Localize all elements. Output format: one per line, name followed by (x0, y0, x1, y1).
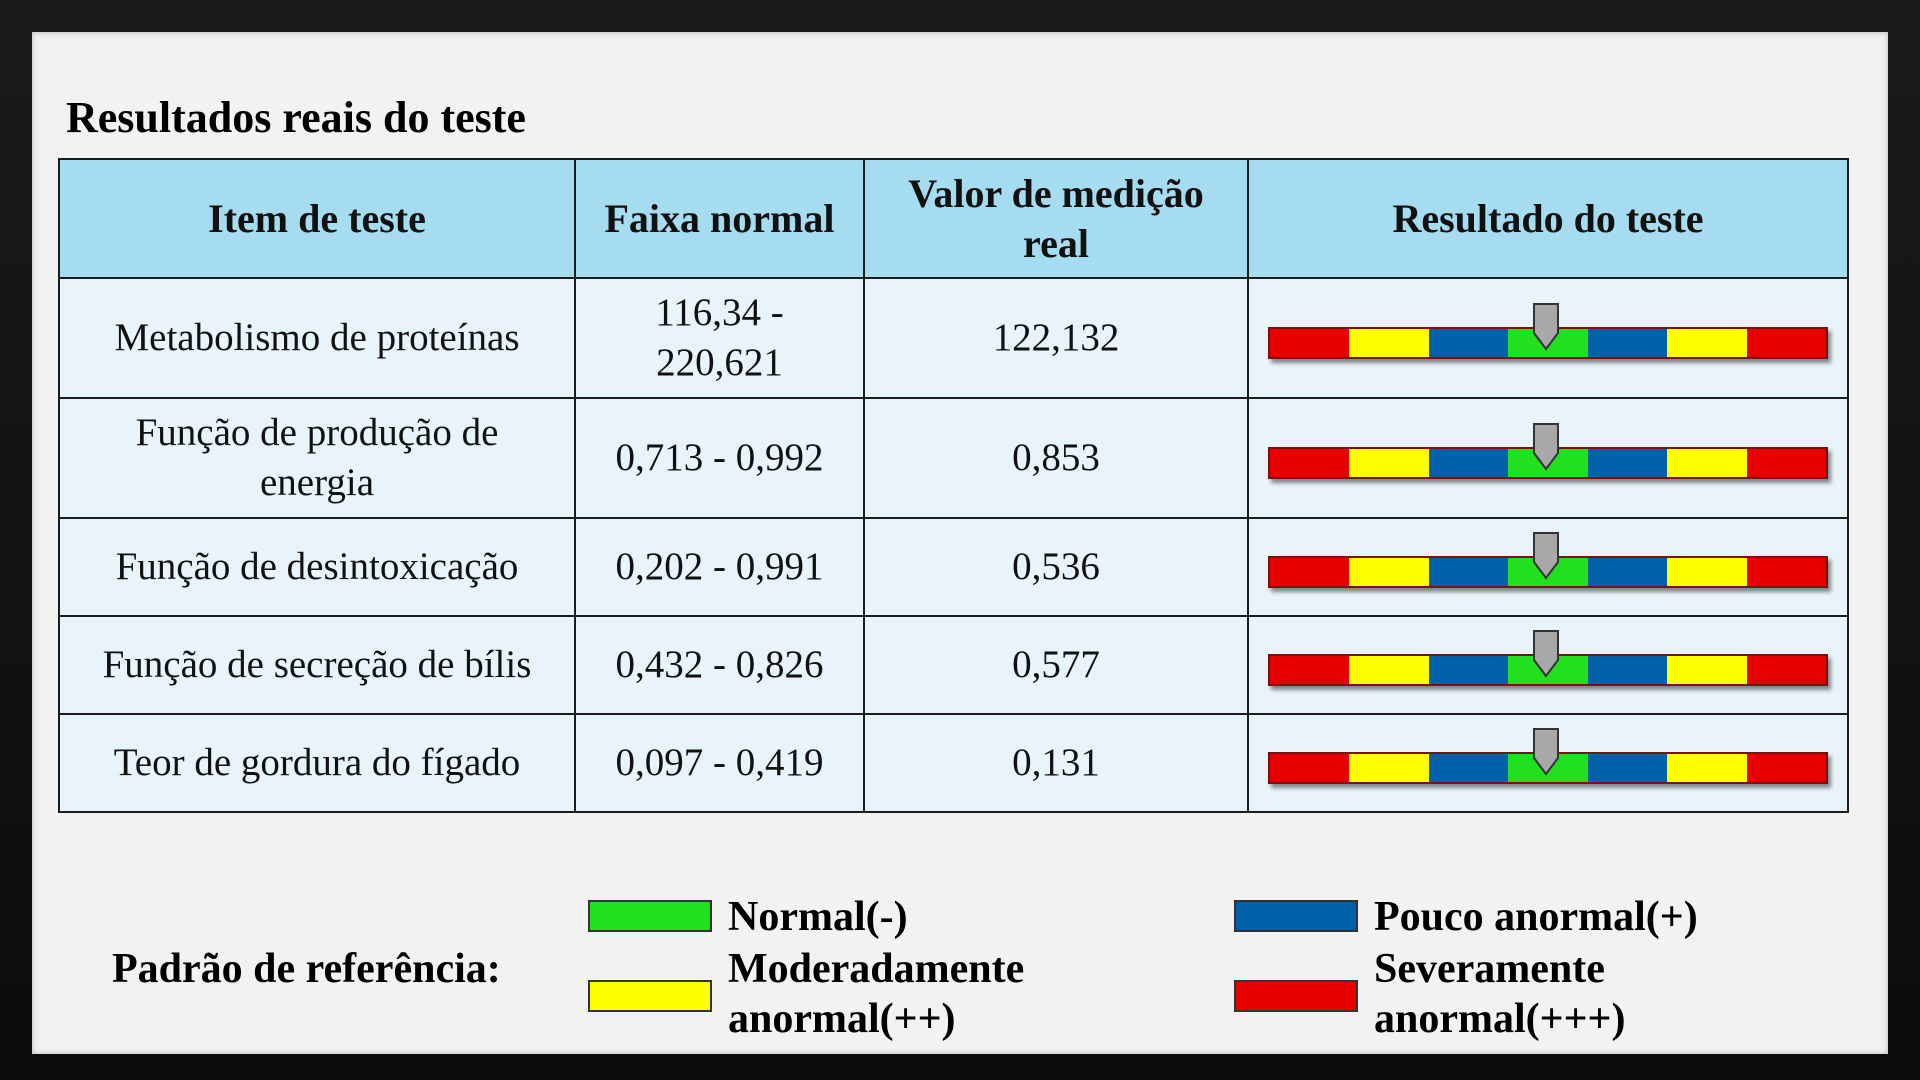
result-gauge (1268, 728, 1828, 798)
header-range: Faixa normal (574, 158, 865, 279)
gauge-segment-yellow (1349, 558, 1429, 586)
gauge-segment-red (1746, 558, 1826, 586)
range-text: 116,34 - 220,621 (655, 291, 784, 384)
item-cell: Função de produção de energia (58, 397, 576, 519)
value-cell: 0,536 (863, 517, 1249, 617)
range-cell: 0,432 - 0,826 (574, 615, 865, 715)
table-row: Função de desintoxicação 0,202 - 0,991 0… (58, 517, 1849, 617)
result-gauge (1268, 532, 1828, 602)
legend-swatch-yellow (588, 980, 712, 1012)
gauge-segment-blue (1587, 558, 1668, 586)
gauge-pointer-icon (1533, 630, 1559, 678)
table-row: Função de produção de energia 0,713 - 0,… (58, 397, 1849, 519)
legend-text: Pouco anormal(+) (1374, 894, 1698, 940)
legend-swatch-blue (1234, 900, 1358, 932)
gauge-segment-blue (1587, 449, 1668, 477)
gauge-segment-yellow (1349, 449, 1429, 477)
item-cell: Metabolismo de proteínas (58, 277, 576, 399)
result-cell (1247, 615, 1849, 715)
gauge-bar (1268, 752, 1828, 784)
gauge-segment-yellow (1349, 329, 1429, 357)
gauge-segment-blue (1428, 329, 1509, 357)
legend-item-slightly-abnormal: Pouco anormal(+) (1234, 892, 1698, 942)
legend-text: Severamente anormal(+++) (1374, 946, 1626, 1042)
header-result: Resultado do teste (1247, 158, 1849, 279)
legend-swatch-red (1234, 980, 1358, 1012)
item-text: Função de produção de energia (135, 411, 499, 504)
result-cell (1247, 713, 1849, 813)
result-cell (1247, 397, 1849, 519)
result-cell (1247, 277, 1849, 399)
range-cell: 0,202 - 0,991 (574, 517, 865, 617)
gauge-bar (1268, 447, 1828, 479)
header-value: Valor de medição real (863, 158, 1249, 279)
gauge-segment-red (1270, 754, 1350, 782)
gauge-segment-red (1270, 449, 1350, 477)
gauge-pointer-icon (1533, 303, 1559, 351)
legend-text: Normal(-) (728, 894, 908, 940)
result-gauge (1268, 423, 1828, 493)
gauge-segment-blue (1587, 656, 1668, 684)
gauge-segment-yellow (1349, 754, 1429, 782)
page-title: Resultados reais do teste (66, 93, 526, 142)
gauge-segment-blue (1428, 558, 1509, 586)
result-cell (1247, 517, 1849, 617)
results-table: Item de teste Faixa normal Valor de medi… (58, 158, 1849, 813)
result-gauge (1268, 630, 1828, 700)
gauge-segment-red (1746, 656, 1826, 684)
legend-text: Moderadamente anormal(++) (728, 946, 1025, 1042)
header-item: Item de teste (58, 158, 576, 279)
table-header-row: Item de teste Faixa normal Valor de medi… (58, 158, 1849, 279)
legend-item-normal: Normal(-) (588, 892, 908, 942)
gauge-segment-blue (1428, 656, 1509, 684)
item-cell: Função de secreção de bílis (58, 615, 576, 715)
value-cell: 0,131 (863, 713, 1249, 813)
value-cell: 0,853 (863, 397, 1249, 519)
header-value-text: Valor de medição real (908, 170, 1204, 266)
gauge-pointer-icon (1533, 728, 1559, 776)
table-row: Função de secreção de bílis 0,432 - 0,82… (58, 615, 1849, 715)
gauge-segment-red (1270, 329, 1350, 357)
gauge-segment-red (1270, 656, 1350, 684)
table-row: Teor de gordura do fígado 0,097 - 0,419 … (58, 713, 1849, 813)
range-cell: 116,34 - 220,621 (574, 277, 865, 399)
gauge-segment-blue (1428, 449, 1509, 477)
legend-swatch-green (588, 900, 712, 932)
gauge-bar (1268, 327, 1828, 359)
gauge-segment-yellow (1667, 754, 1747, 782)
gauge-segment-yellow (1667, 449, 1747, 477)
range-cell: 0,097 - 0,419 (574, 713, 865, 813)
gauge-segment-blue (1587, 329, 1668, 357)
gauge-pointer-icon (1533, 423, 1559, 471)
value-cell: 0,577 (863, 615, 1249, 715)
gauge-segment-yellow (1349, 656, 1429, 684)
gauge-segment-yellow (1667, 329, 1747, 357)
value-cell: 122,132 (863, 277, 1249, 399)
result-gauge (1268, 303, 1828, 373)
range-cell: 0,713 - 0,992 (574, 397, 865, 519)
gauge-segment-blue (1428, 754, 1509, 782)
item-cell: Teor de gordura do fígado (58, 713, 576, 813)
gauge-segment-red (1746, 329, 1826, 357)
gauge-segment-red (1746, 449, 1826, 477)
gauge-segment-blue (1587, 754, 1668, 782)
legend-label: Padrão de referência: (112, 946, 501, 992)
gauge-segment-yellow (1667, 656, 1747, 684)
item-cell: Função de desintoxicação (58, 517, 576, 617)
gauge-segment-red (1270, 558, 1350, 586)
legend-item-severely-abnormal: Severamente anormal(+++) (1234, 944, 1674, 1044)
gauge-segment-yellow (1667, 558, 1747, 586)
table-row: Metabolismo de proteínas 116,34 - 220,62… (58, 277, 1849, 399)
gauge-pointer-icon (1533, 532, 1559, 580)
gauge-segment-red (1746, 754, 1826, 782)
legend-item-moderately-abnormal: Moderadamente anormal(++) (588, 944, 1068, 1044)
